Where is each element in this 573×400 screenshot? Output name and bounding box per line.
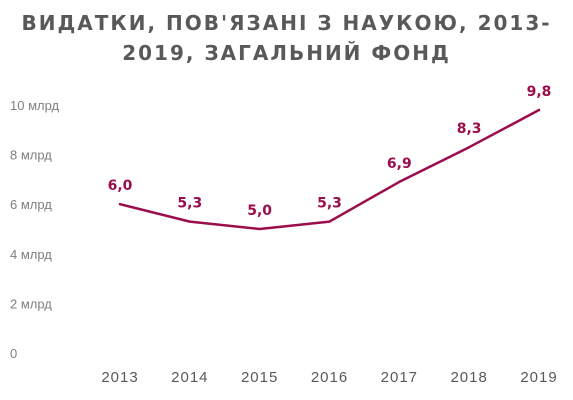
x-tick-label: 2016	[311, 369, 348, 386]
x-tick-label: 2013	[101, 369, 138, 386]
data-label: 5,0	[247, 203, 272, 219]
data-point	[537, 108, 541, 112]
y-tick-label: 0	[10, 346, 17, 361]
x-tick-label: 2019	[520, 369, 557, 386]
y-axis-ticks: 0 2 млрд 4 млрд 6 млрд 8 млрд 10 млрд	[10, 98, 60, 361]
y-tick-label: 4 млрд	[10, 247, 52, 262]
data-point	[258, 227, 261, 231]
data-label: 5,3	[177, 196, 202, 212]
y-tick-label: 6 млрд	[10, 197, 52, 212]
data-label: 5,3	[317, 196, 342, 212]
chart-title-line-2: 2019, ЗАГАЛЬНИЙ ФОНД	[122, 41, 451, 65]
x-tick-label: 2017	[381, 369, 418, 386]
data-label: 6,9	[387, 156, 412, 172]
x-axis-ticks: 2013 2014 2015 2016 2017 2018 2019	[101, 369, 557, 386]
data-point	[398, 180, 401, 184]
data-label: 9,8	[527, 84, 552, 100]
data-labels: 6,0 5,3 5,0 5,3 6,9 8,3 9,8	[108, 84, 552, 219]
data-point	[188, 220, 192, 223]
y-tick-label: 10 млрд	[10, 98, 60, 113]
data-point	[328, 220, 331, 223]
data-point	[118, 203, 122, 206]
series-line-group	[118, 108, 541, 231]
data-point	[467, 145, 471, 149]
data-label: 6,0	[108, 178, 133, 194]
x-tick-label: 2018	[450, 369, 487, 386]
y-tick-label: 8 млрд	[10, 148, 52, 163]
y-tick-label: 2 млрд	[10, 296, 52, 311]
x-tick-label: 2014	[171, 369, 208, 386]
chart-title: ВИДАТКИ, ПОВ'ЯЗАНІ З НАУКОЮ, 2013- 2019,…	[0, 8, 573, 68]
chart-title-line-1: ВИДАТКИ, ПОВ'ЯЗАНІ З НАУКОЮ, 2013-	[21, 11, 552, 35]
x-tick-label: 2015	[241, 369, 278, 386]
data-label: 8,3	[457, 121, 482, 137]
